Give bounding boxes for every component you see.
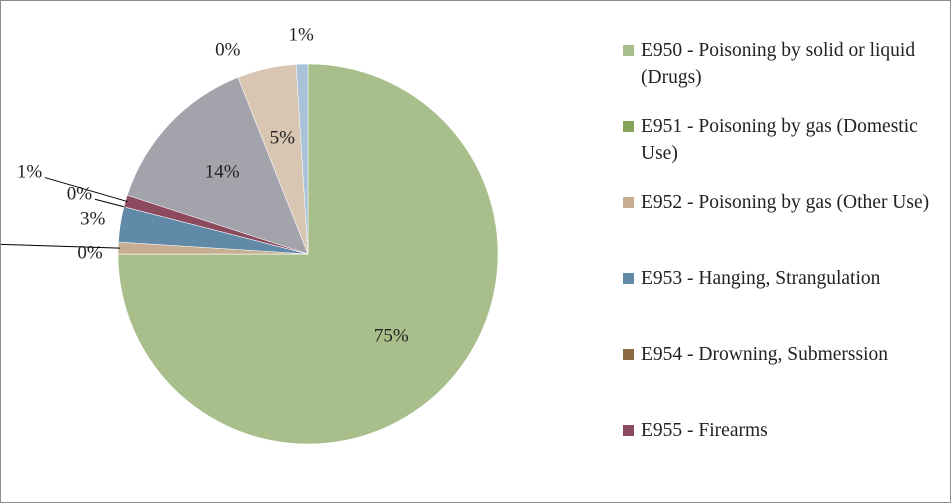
leader-line <box>94 198 127 208</box>
legend-label: E955 - Firearms <box>641 420 768 441</box>
data-label: 1% <box>17 161 43 182</box>
data-label: 1% <box>288 24 314 45</box>
legend-swatch <box>623 45 634 56</box>
leader-line <box>1 243 121 249</box>
legend-entry: E954 - Drowning, Submerssion <box>623 341 943 417</box>
legend-label: E950 - Poisoning by solid or liquid (Dru… <box>641 40 916 88</box>
data-label: 0% <box>67 184 93 205</box>
leader-line <box>44 177 128 203</box>
data-label: 5% <box>270 127 296 148</box>
legend-label: E952 - Poisoning by gas (Other Use) <box>641 192 930 213</box>
legend-label: E954 - Drowning, Submerssion <box>641 344 888 365</box>
legend-swatch <box>623 197 634 208</box>
legend-entry: E953 - Hanging, Strangulation <box>623 265 943 341</box>
data-label: 75% <box>374 326 409 347</box>
data-label: 3% <box>80 208 106 229</box>
pie-area: 75%0%1%3%0%1%14%0%5%1% <box>1 24 499 445</box>
legend-swatch <box>623 349 634 360</box>
pie-slice <box>295 63 309 255</box>
legend-swatch <box>623 121 634 132</box>
legend-label: E953 - Hanging, Strangulation <box>641 268 881 289</box>
data-label: 0% <box>215 40 241 61</box>
legend-label: E951 - Poisoning by gas (Domestic Use) <box>641 116 918 164</box>
legend-entry: E952 - Poisoning by gas (Other Use) <box>623 189 943 265</box>
legend-swatch <box>623 425 634 436</box>
legend: E950 - Poisoning by solid or liquid (Dru… <box>623 37 943 493</box>
legend-entry: E955 - Firearms <box>623 417 943 493</box>
legend-entry: E951 - Poisoning by gas (Domestic Use) <box>623 113 943 189</box>
legend-entry: E950 - Poisoning by solid or liquid (Dru… <box>623 37 943 113</box>
data-label: 14% <box>205 162 240 183</box>
pie-slice <box>126 77 309 255</box>
legend-swatch <box>623 273 634 284</box>
data-label: 0% <box>77 242 103 263</box>
